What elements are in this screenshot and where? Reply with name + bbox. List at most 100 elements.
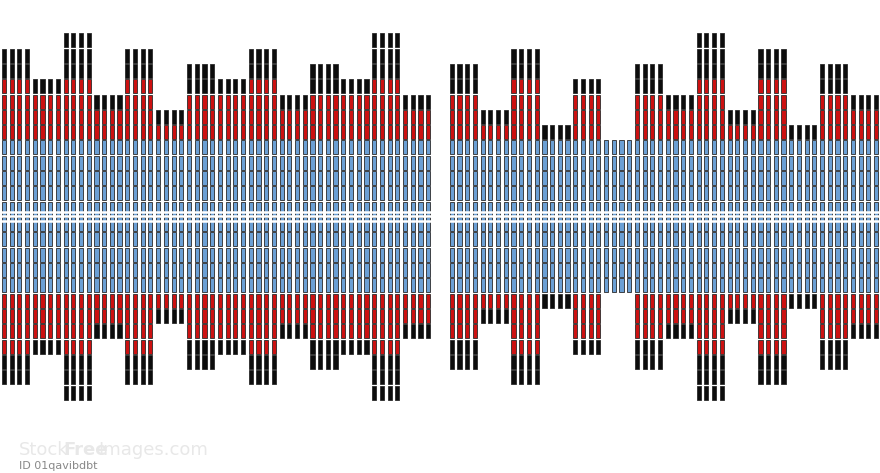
Bar [473,156,477,170]
Bar [735,278,739,292]
Bar [681,278,686,292]
Bar [426,125,430,139]
Bar [210,340,214,354]
Bar [33,110,37,124]
Bar [180,156,183,170]
Bar [110,294,114,307]
Bar [488,309,493,323]
Bar [86,125,91,139]
Bar [704,95,708,108]
Bar [372,201,377,216]
Bar [781,370,786,384]
Bar [295,95,299,108]
Bar [141,171,145,185]
Bar [311,201,315,216]
Bar [766,186,770,201]
Bar [519,355,524,369]
Bar [18,140,21,155]
Bar [843,156,847,170]
Bar [172,294,176,307]
Bar [102,201,106,216]
Bar [387,156,392,170]
Bar [828,248,832,262]
Bar [25,95,29,108]
Bar [295,294,299,307]
Bar [287,324,291,338]
Bar [573,340,577,354]
Bar [851,156,855,170]
Bar [527,232,531,246]
Bar [843,248,847,262]
Bar [859,294,862,307]
Bar [110,309,114,323]
Bar [295,140,299,155]
Bar [210,324,214,338]
Bar [149,49,152,62]
Bar [55,125,60,139]
Bar [558,217,561,231]
Bar [458,156,462,170]
Bar [797,125,801,139]
Bar [835,355,840,369]
Bar [264,355,268,369]
Bar [650,355,655,369]
Bar [781,125,786,139]
Bar [418,278,422,292]
Bar [256,340,260,354]
Bar [225,140,230,155]
Bar [380,294,384,307]
Bar [110,217,114,231]
Bar [874,125,878,139]
Bar [319,64,322,78]
Bar [25,171,29,185]
Bar [496,217,500,231]
Bar [341,263,346,277]
Bar [10,201,14,216]
Bar [635,294,639,307]
Bar [364,232,369,246]
Bar [527,79,531,93]
Bar [759,294,763,307]
Bar [233,217,238,231]
Bar [326,263,330,277]
Bar [635,79,639,93]
Bar [658,217,662,231]
Bar [372,64,377,78]
Bar [326,278,330,292]
Bar [728,278,731,292]
Bar [759,340,763,354]
Bar [364,340,369,354]
Bar [859,309,862,323]
Bar [851,140,855,155]
Bar [387,186,392,201]
Bar [202,278,207,292]
Bar [133,324,137,338]
Bar [349,340,353,354]
Bar [751,309,755,323]
Bar [697,324,700,338]
Bar [488,294,493,307]
Bar [503,201,508,216]
Bar [473,309,477,323]
Bar [187,278,191,292]
Bar [79,201,83,216]
Bar [697,33,700,47]
Bar [666,217,670,231]
Bar [133,110,137,124]
Bar [125,248,129,262]
Bar [820,125,825,139]
Bar [380,309,384,323]
Bar [264,49,268,62]
Bar [311,95,315,108]
Bar [264,79,268,93]
Bar [697,79,700,93]
Bar [488,263,493,277]
Bar [349,294,353,307]
Bar [511,309,516,323]
Bar [287,140,291,155]
Bar [820,294,825,307]
Bar [356,340,361,354]
Bar [25,110,29,124]
Bar [804,125,809,139]
Bar [241,95,245,108]
